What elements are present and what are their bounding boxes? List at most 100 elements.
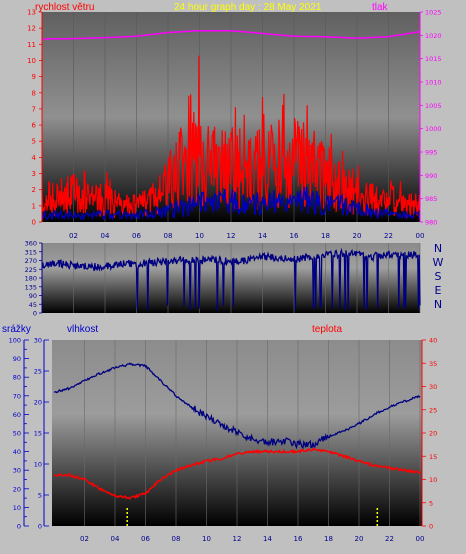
- wind-y-tick-label: 6: [32, 122, 37, 130]
- rain-y-tick-label: 0: [17, 523, 21, 531]
- data-layer: [41, 29, 421, 526]
- wind-y-tick-label: 1: [32, 202, 36, 210]
- direction-y-tick-label: 180: [25, 275, 37, 283]
- humidity-y-tick-label: 20: [34, 399, 42, 407]
- temperature-label: teplota: [312, 324, 342, 335]
- wind-x-tick-label: 16: [290, 232, 299, 240]
- wind-y-tick-label: 12: [27, 25, 36, 33]
- wind-x-tick-label: 02: [69, 232, 78, 240]
- rain-y-tick-label: 20: [13, 485, 21, 493]
- axes-layer: 02 04 06 08 10 12 14 16 18 20 22 000123456789101112…: [9, 9, 444, 544]
- wind-x-tick-label: 12: [227, 232, 236, 240]
- wind-x-tick-label: 10: [195, 232, 204, 240]
- wind-y-tick-label: 11: [27, 41, 36, 49]
- rain-y-tick-label: 30: [13, 467, 21, 475]
- wind-x-tick-label: 00: [416, 232, 425, 240]
- rain-label: srážky: [2, 324, 31, 335]
- humidity-label: vlhkost: [67, 324, 98, 335]
- humidity-y-tick-label: 30: [34, 337, 42, 345]
- rain-y-tick-label: 100: [9, 337, 21, 345]
- pressure-y-tick-label: 990: [425, 172, 437, 180]
- pressure-y-tick-label: 995: [425, 149, 437, 157]
- temp-x-tick-label: 08: [172, 535, 181, 543]
- temp-x-tick-label: 22: [385, 535, 394, 543]
- humidity-y-tick-label: 5: [38, 492, 42, 500]
- temp-x-tick-label: 06: [141, 535, 150, 543]
- temp-y-tick-label: 0: [429, 523, 433, 531]
- compass-label: N: [434, 242, 442, 255]
- wind-y-tick-label: 2: [32, 186, 36, 194]
- temp-x-tick-label: 02: [80, 535, 89, 543]
- rain-y-tick-label: 90: [13, 355, 21, 363]
- pressure-y-tick-label: 1015: [425, 55, 442, 63]
- wind-x-tick-label: 14: [258, 232, 267, 240]
- humidity-y-tick-label: 25: [34, 368, 42, 376]
- temp-y-tick-label: 25: [429, 406, 437, 414]
- rain-y-tick-label: 60: [13, 411, 21, 419]
- compass-label: N: [434, 298, 442, 311]
- pressure-y-tick-label: 1020: [425, 32, 442, 40]
- wind-y-tick-label: 7: [32, 105, 36, 113]
- temp-y-tick-label: 5: [429, 499, 433, 507]
- wind-x-tick-label: 18: [321, 232, 330, 240]
- direction-y-tick-label: 225: [25, 266, 37, 274]
- humidity-line: [53, 362, 421, 450]
- temperature-line: [53, 447, 421, 500]
- wind-y-tick-label: 5: [32, 138, 36, 146]
- temp-x-tick-label: 18: [324, 535, 333, 543]
- pressure-y-tick-label: 1000: [425, 125, 442, 133]
- direction-y-tick-label: 315: [25, 248, 37, 256]
- temp-y-tick-label: 30: [429, 383, 437, 391]
- wind-y-tick-label: 3: [32, 170, 36, 178]
- wind-y-tick-label: 9: [32, 73, 36, 81]
- rain-y-tick-label: 10: [13, 504, 21, 512]
- wind-x-tick-label: 04: [101, 232, 110, 240]
- pressure-y-tick-label: 980: [425, 219, 437, 227]
- temp-y-tick-label: 20: [429, 430, 437, 438]
- temp-x-tick-label: 16: [294, 535, 303, 543]
- direction-y-tick-label: 45: [29, 301, 37, 309]
- temp-y-tick-label: 40: [429, 337, 437, 345]
- humidity-y-tick-label: 0: [38, 523, 42, 531]
- compass-label: W: [433, 256, 444, 269]
- temp-x-tick-label: 12: [233, 535, 242, 543]
- humidity-y-tick-label: 10: [34, 461, 42, 469]
- pressure-y-tick-label: 1005: [425, 102, 442, 110]
- wind-y-tick-label: 0: [32, 219, 36, 227]
- wind-direction-line: [41, 247, 421, 311]
- wind-speed-line: [41, 55, 421, 219]
- wind-y-tick-label: 8: [32, 89, 36, 97]
- rain-y-tick-label: 50: [13, 430, 21, 438]
- chart-title: 24 hour graph day : 28 May 2021: [174, 2, 322, 13]
- wind-y-tick-label: 4: [32, 154, 37, 162]
- temp-y-tick-label: 15: [429, 453, 437, 461]
- temp-x-tick-label: 04: [111, 535, 120, 543]
- temp-x-tick-label: 10: [202, 535, 211, 543]
- pressure-y-tick-label: 1010: [425, 79, 442, 87]
- direction-y-tick-label: 135: [25, 283, 37, 291]
- humidity-y-tick-label: 15: [34, 430, 42, 438]
- temp-x-tick-label: 20: [355, 535, 364, 543]
- pressure-y-tick-label: 985: [425, 195, 437, 203]
- compass-label: S: [435, 270, 442, 283]
- pressure-label: tlak: [372, 2, 389, 13]
- pressure-line: [41, 29, 421, 40]
- wind-y-tick-label: 10: [27, 57, 36, 65]
- pressure-y-tick-label: 1025: [425, 9, 442, 17]
- wind-y-tick-label: 13: [27, 9, 36, 17]
- direction-y-tick-label: 270: [25, 257, 37, 265]
- direction-y-tick-label: 90: [29, 292, 37, 300]
- temp-x-tick-label: 00: [416, 535, 425, 543]
- wind-x-tick-label: 06: [132, 232, 141, 240]
- temp-y-tick-label: 35: [429, 360, 437, 368]
- wind-x-tick-label: 20: [353, 232, 362, 240]
- direction-y-tick-label: 0: [33, 310, 37, 318]
- temp-y-tick-label: 10: [429, 476, 437, 484]
- temp-x-tick-label: 14: [263, 535, 272, 543]
- wind-x-tick-label: 08: [164, 232, 173, 240]
- wind-avg-line: [41, 186, 421, 221]
- compass-label: E: [435, 284, 442, 297]
- rain-y-tick-label: 80: [13, 374, 21, 382]
